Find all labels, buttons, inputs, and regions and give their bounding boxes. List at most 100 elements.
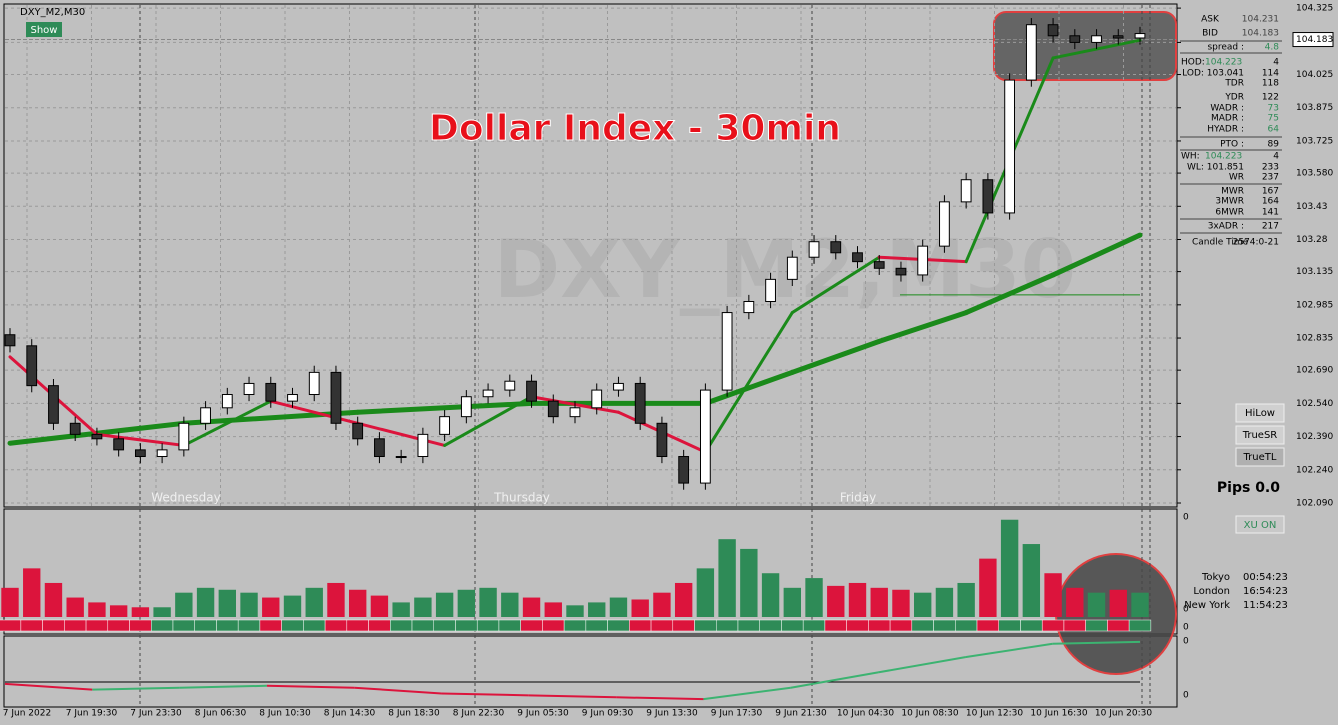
volume-bar: [653, 592, 671, 617]
candle-body: [721, 312, 733, 391]
oscillator-segment: [179, 684, 267, 689]
candle-body: [287, 394, 298, 402]
candle-body: [178, 422, 190, 451]
x-tick-label: 7 Jun 23:30: [130, 709, 182, 719]
direction-strip: [20, 619, 43, 632]
session-time: 00:54:23: [1243, 572, 1288, 583]
volume-bar: [827, 585, 845, 617]
sub-axis-label: 0: [1183, 513, 1189, 523]
candle-body: [48, 385, 59, 424]
ma-segment: [181, 409, 361, 426]
volume-bar: [522, 597, 541, 617]
tool-button[interactable]: TrueSR: [1235, 425, 1285, 445]
info-value: 4.8: [1265, 43, 1280, 53]
direction-strip: [694, 619, 717, 632]
candle-body: [917, 245, 929, 276]
candle-body: [374, 438, 385, 458]
volume-bar: [88, 602, 106, 617]
volume-bar: [109, 605, 128, 617]
sub-axis-label: 0: [1183, 637, 1189, 647]
direction-strip: [759, 619, 782, 632]
info-label: ASK: [1201, 15, 1220, 25]
candle-body: [395, 456, 407, 459]
info-value: 167: [1262, 187, 1279, 197]
session-time: 11:54:23: [1243, 600, 1288, 611]
direction-strip: [824, 619, 847, 632]
xu-button[interactable]: XU ON: [1235, 515, 1285, 534]
direction-strip: [542, 619, 565, 632]
x-tick-label: 8 Jun 14:30: [324, 709, 376, 719]
oscillator-segment: [790, 671, 879, 689]
info-value: 217: [1262, 222, 1279, 232]
info-label: PTO :: [1220, 140, 1244, 150]
oscillator-segment: [266, 684, 355, 689]
direction-strip: [650, 619, 674, 632]
direction-strip: [346, 619, 369, 632]
candle-body: [960, 179, 972, 203]
ma-segment: [443, 395, 534, 447]
direction-strip: [1041, 619, 1065, 632]
volume-bar: [457, 589, 476, 617]
info-value: 104.183: [1242, 29, 1279, 39]
info-label: Candle Time: [1192, 238, 1249, 248]
direction-strip: [281, 619, 304, 632]
sub-axis-label: 0: [1183, 605, 1189, 615]
direction-strip: [802, 619, 826, 632]
x-tick-label: 10 Jun 08:30: [901, 709, 958, 719]
candle-body: [873, 261, 885, 269]
y-tick-label: 103.43: [1296, 202, 1328, 212]
info-label: BID: [1202, 29, 1218, 39]
candle-body: [26, 345, 38, 387]
info-value: 75: [1268, 114, 1279, 124]
y-tick-label: 103.135: [1296, 267, 1333, 277]
tool-button[interactable]: HiLow: [1235, 403, 1285, 423]
volume-bar: [588, 602, 606, 617]
direction-strip: [194, 619, 217, 632]
info-label: TDR: [1224, 79, 1244, 89]
tool-button[interactable]: TrueTL: [1235, 447, 1285, 467]
info-label: HYADR :: [1207, 125, 1244, 135]
info-value: 73: [1268, 104, 1279, 114]
y-tick-label: 102.240: [1296, 465, 1333, 475]
oscillator-segment: [703, 686, 791, 701]
direction-strip: [476, 619, 500, 632]
candle-body: [634, 382, 646, 424]
candle-body: [200, 407, 211, 424]
volume-bar: [66, 597, 84, 617]
x-tick-label: 7 Jun 19:30: [66, 709, 118, 719]
candle-body: [982, 179, 994, 214]
tool-button-label[interactable]: TrueSR: [1242, 430, 1278, 441]
tool-button-bg: [1235, 447, 1285, 467]
x-tick-label: 8 Jun 10:30: [259, 709, 311, 719]
oscillator-segment: [354, 686, 442, 695]
y-tick-label: 102.390: [1296, 432, 1333, 442]
volume-bar: [848, 582, 867, 617]
ma-segment: [1050, 232, 1143, 278]
x-tick-label: 10 Jun 20:30: [1095, 709, 1152, 719]
show-button[interactable]: Show: [26, 22, 62, 37]
volume-bar: [240, 592, 258, 617]
tool-button-label[interactable]: TrueTL: [1243, 452, 1277, 463]
ma-segment: [963, 272, 1056, 316]
last-price-label: 104.183: [1296, 35, 1333, 45]
show-button-label[interactable]: Show: [31, 25, 58, 36]
ma-segment: [790, 255, 881, 315]
candle-body: [699, 389, 711, 484]
candle-body: [417, 433, 429, 458]
volume-bar: [414, 597, 432, 617]
xu-button-label[interactable]: XU ON: [1244, 520, 1277, 531]
volume-bar: [631, 599, 649, 617]
session-name: Tokyo: [1201, 572, 1230, 583]
info-label: WL: 101.851: [1187, 163, 1244, 173]
ma-segment: [702, 369, 795, 406]
session-time: 16:54:23: [1243, 586, 1288, 597]
chart-title: Dollar Index - 30min: [429, 108, 841, 149]
direction-strip: [563, 619, 587, 632]
info-label: WR: [1229, 173, 1244, 183]
direction-strip: [498, 619, 521, 632]
xu-button-bg: [1235, 515, 1285, 534]
tool-button-label[interactable]: HiLow: [1245, 408, 1275, 419]
direction-strip: [433, 619, 456, 632]
volume-bar: [979, 558, 997, 617]
